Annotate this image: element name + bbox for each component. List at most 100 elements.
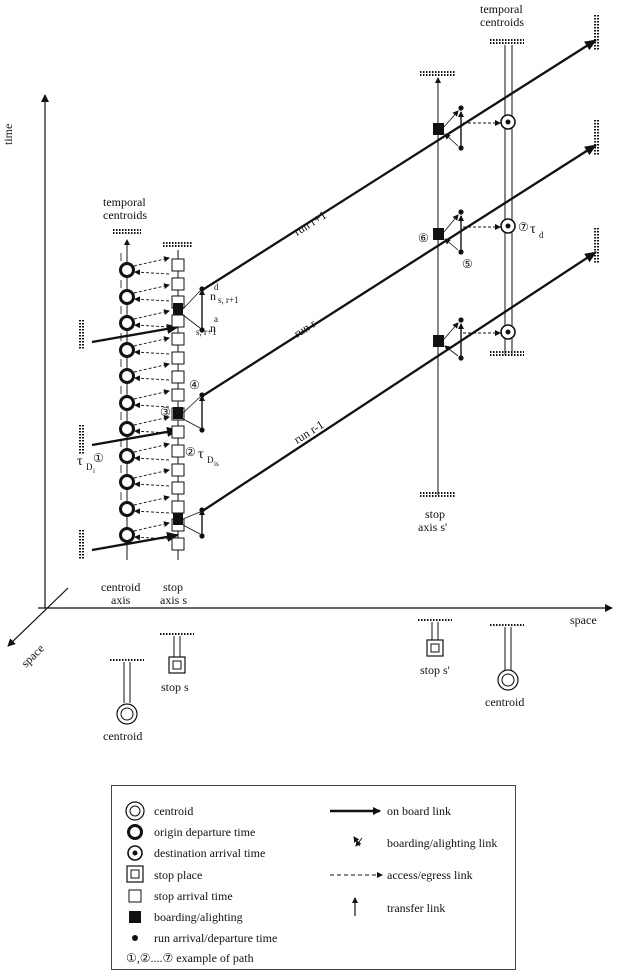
- origin-departure-node: [119, 448, 135, 464]
- temporal-label-left-2: centroids: [103, 208, 147, 222]
- origin-departure-node: [119, 262, 135, 278]
- dotted-ticks: [79, 15, 599, 560]
- sprime-node-3: [458, 209, 464, 215]
- stop-axis-s-label-1: stop: [163, 580, 183, 594]
- tau-di-sub: D: [86, 462, 93, 472]
- egress-link: [134, 402, 170, 409]
- legend-symbols: [125, 801, 383, 941]
- sprime-block-mid: [433, 228, 444, 240]
- sprime-block-bot: [433, 335, 444, 347]
- access-link: [133, 521, 170, 532]
- stop-arrival-node: [171, 258, 185, 272]
- run-arr-node-mid: [199, 427, 205, 433]
- boarding-alighting-symbol: [129, 911, 141, 923]
- path-marker-2: ②: [185, 445, 196, 459]
- time-axis-label: time: [1, 124, 15, 145]
- sprime-node-5: [458, 317, 464, 323]
- path-marker-7: ⑦: [518, 220, 529, 234]
- stop-axis-sp-label-1: stop: [425, 507, 445, 521]
- egress-link: [134, 508, 170, 515]
- origin-departure-node: [119, 395, 135, 411]
- egress-link: [134, 534, 170, 541]
- stop-arrival-node: [171, 314, 185, 328]
- boarding-block-mid: [173, 407, 183, 419]
- path-marker-1: ①: [93, 451, 104, 465]
- tau-di-label: τ: [77, 454, 83, 469]
- sprime-alight-2: [444, 238, 459, 251]
- origin-departure-node: [119, 289, 135, 305]
- access-link: [133, 283, 170, 294]
- sprime-board-3: [443, 322, 459, 340]
- n-a-label: n: [210, 321, 216, 335]
- stop-arrival-node: [171, 332, 185, 346]
- access-link: [133, 309, 170, 320]
- run-bot-line: [203, 251, 597, 511]
- access-link: [133, 415, 170, 426]
- access-link: [133, 336, 170, 347]
- legend-item-boarding-alighting-link: boarding/alighting link: [387, 836, 498, 850]
- temporal-label-left-1: temporal: [103, 195, 146, 209]
- egress-link: [134, 296, 170, 303]
- origin-departure-node: [119, 368, 135, 384]
- stop-arrival-node: [171, 425, 185, 439]
- destination-node-1: [500, 114, 516, 130]
- diagram-labels: temporal centroids temporal centroids ce…: [77, 2, 544, 607]
- destination-node-3: [500, 324, 516, 340]
- runs: [91, 39, 597, 552]
- legend-item-transfer-link: transfer link: [387, 901, 446, 915]
- legend-item-access-egress-link: access/egress link: [387, 868, 473, 882]
- legend-item-run-arrival-departure: run arrival/departure time: [154, 931, 278, 945]
- stop-arrival-node: [171, 444, 185, 458]
- temporal-label-right-2: centroids: [480, 15, 524, 29]
- sprime-block-top: [433, 123, 444, 135]
- stop-s-prime-nodes: [433, 105, 516, 361]
- origin-departure-node: [119, 501, 135, 517]
- origin-departure-node: [119, 421, 135, 437]
- tau-dis-sub: D: [207, 455, 214, 465]
- stop-arrival-node: [171, 388, 185, 402]
- boarding-alighting-link-symbol: [353, 836, 363, 847]
- path-marker-6: ⑥: [418, 231, 429, 245]
- egress-link: [134, 349, 170, 356]
- stop-s-label: stop s: [161, 680, 189, 694]
- alight-link-top: [182, 314, 201, 329]
- destination-arrival-symbol: [127, 845, 143, 861]
- incoming-run-top: [91, 323, 179, 344]
- legend-item-centroid: centroid: [154, 804, 194, 818]
- egress-link: [134, 428, 170, 435]
- centroid-axis-label-1: centroid: [101, 580, 140, 594]
- path-marker-3: ③: [160, 405, 171, 419]
- stop-s-transfers: [173, 286, 205, 539]
- n-d-label: n: [210, 289, 216, 303]
- run-top-label: run r+1: [291, 208, 329, 239]
- legend-item-stop-arrival: stop arrival time: [154, 889, 233, 903]
- boarding-block-top: [173, 303, 183, 315]
- access-link: [133, 468, 170, 479]
- destination-node-2: [500, 218, 516, 234]
- run-dep-node-bot: [199, 507, 205, 513]
- boarding-block-bot: [173, 513, 183, 525]
- board-link-top: [182, 290, 201, 310]
- run-dep-node-top: [199, 286, 205, 292]
- n-a-sub: s, r+1: [196, 327, 217, 337]
- board-link-bot: [182, 511, 201, 520]
- stop-arrival-node: [171, 537, 185, 551]
- stop-arrival-symbol: [128, 889, 142, 903]
- egress-link: [134, 481, 170, 488]
- centroid-symbol: [125, 801, 145, 821]
- space-x-axis-label: space: [570, 613, 597, 627]
- sprime-board-1: [443, 110, 459, 128]
- stop-s-prime-label: stop s': [420, 663, 450, 677]
- incoming-run-mid: [91, 426, 179, 447]
- tau-di-subsub: i: [93, 467, 95, 475]
- centroid-right-label: centroid: [485, 695, 524, 709]
- egress-link: [134, 455, 170, 462]
- stop-axis-s-label-2: axis s: [160, 593, 187, 607]
- access-link: [133, 256, 170, 267]
- incoming-run-bot: [91, 531, 179, 552]
- legend-item-on-board-link: on board link: [387, 804, 451, 818]
- legend-item-stop-place: stop place: [154, 868, 203, 882]
- stop-axis-sp-label-2: axis s': [418, 520, 447, 534]
- centroid-right-place: [490, 624, 524, 691]
- space-z-axis: [7, 587, 69, 647]
